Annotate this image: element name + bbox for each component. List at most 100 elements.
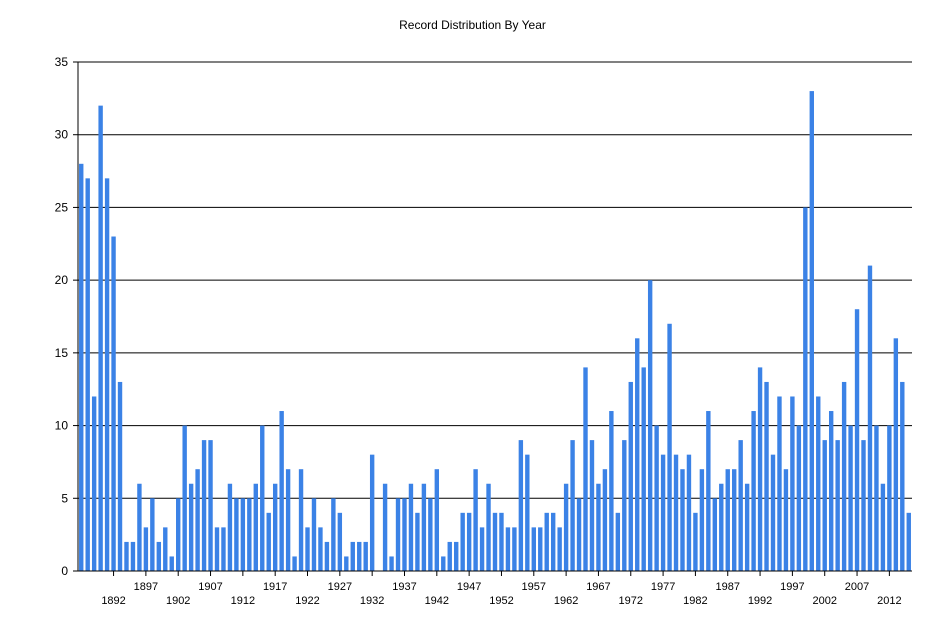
bar bbox=[260, 425, 265, 571]
bar bbox=[622, 440, 627, 571]
bar bbox=[150, 498, 155, 571]
bar bbox=[635, 338, 640, 571]
x-tick-label: 1957 bbox=[522, 581, 546, 593]
bar bbox=[609, 411, 614, 571]
bar bbox=[466, 512, 472, 571]
bar bbox=[693, 512, 698, 571]
bar bbox=[298, 469, 304, 571]
bar bbox=[770, 454, 776, 571]
bar bbox=[841, 381, 847, 571]
y-tick-label: 30 bbox=[55, 128, 69, 142]
bar bbox=[473, 469, 478, 571]
x-tick-label: 1907 bbox=[198, 581, 222, 593]
bar bbox=[285, 469, 291, 571]
chart-title: Record Distribution By Year bbox=[399, 18, 546, 32]
bar bbox=[861, 440, 866, 571]
bar bbox=[318, 527, 323, 571]
bar bbox=[279, 411, 284, 571]
x-tick-label: 1892 bbox=[101, 595, 125, 607]
bar bbox=[143, 527, 149, 571]
bar bbox=[163, 527, 168, 571]
bar bbox=[201, 440, 207, 571]
y-tick-label: 35 bbox=[55, 55, 69, 69]
y-tick-label: 5 bbox=[61, 491, 68, 505]
bar bbox=[492, 512, 498, 571]
bar bbox=[91, 396, 97, 571]
bar bbox=[176, 498, 181, 571]
bar bbox=[803, 207, 808, 571]
bar bbox=[240, 498, 246, 571]
bar bbox=[434, 469, 440, 571]
bar bbox=[809, 91, 814, 571]
bar bbox=[550, 512, 556, 571]
bar bbox=[234, 498, 239, 571]
bar bbox=[816, 396, 821, 571]
bar bbox=[712, 498, 718, 571]
x-tick-label: 1982 bbox=[683, 595, 707, 607]
bar bbox=[848, 425, 853, 571]
bar bbox=[531, 527, 536, 571]
bar bbox=[686, 454, 692, 571]
bar bbox=[589, 440, 595, 571]
bar bbox=[156, 541, 162, 571]
bar bbox=[673, 454, 679, 571]
bar bbox=[486, 483, 491, 571]
bar bbox=[227, 483, 233, 571]
bar bbox=[499, 512, 504, 571]
bar bbox=[893, 338, 899, 571]
bar bbox=[389, 556, 394, 571]
x-tick-label: 2007 bbox=[845, 581, 869, 593]
x-tick-label: 1977 bbox=[651, 581, 675, 593]
bar bbox=[188, 483, 194, 571]
bar bbox=[602, 469, 608, 571]
bar bbox=[764, 381, 769, 571]
bar bbox=[337, 512, 343, 571]
x-tick-label: 1927 bbox=[328, 581, 352, 593]
bar bbox=[706, 411, 711, 571]
bar bbox=[570, 440, 575, 571]
bar bbox=[725, 469, 730, 571]
bar bbox=[874, 425, 879, 571]
bar bbox=[253, 483, 258, 571]
bar bbox=[447, 541, 452, 571]
bar bbox=[324, 541, 330, 571]
bar bbox=[479, 527, 485, 571]
bar bbox=[790, 396, 795, 571]
x-tick-label: 1972 bbox=[619, 595, 643, 607]
bar bbox=[408, 483, 414, 571]
bar bbox=[628, 381, 633, 571]
bar bbox=[79, 163, 84, 572]
bar bbox=[344, 556, 349, 571]
bar bbox=[615, 512, 621, 571]
x-tick-label: 1947 bbox=[457, 581, 481, 593]
bar bbox=[350, 541, 355, 571]
bar bbox=[880, 483, 886, 571]
x-tick-label: 1917 bbox=[263, 581, 287, 593]
bar bbox=[331, 498, 336, 571]
bar bbox=[854, 309, 860, 571]
x-tick-label: 1952 bbox=[489, 595, 513, 607]
bar bbox=[699, 469, 705, 571]
bar bbox=[738, 440, 743, 571]
x-tick-label: 2012 bbox=[877, 595, 901, 607]
bar bbox=[751, 411, 756, 571]
bar bbox=[538, 527, 543, 571]
bar bbox=[887, 425, 892, 571]
bar bbox=[98, 105, 103, 571]
bar bbox=[796, 425, 802, 571]
x-tick-label: 1987 bbox=[716, 581, 740, 593]
bar bbox=[357, 541, 362, 571]
bar bbox=[247, 498, 252, 571]
bar bbox=[111, 236, 116, 571]
bar bbox=[369, 454, 375, 571]
bar bbox=[363, 541, 368, 571]
x-tick-label: 1967 bbox=[586, 581, 610, 593]
bar bbox=[557, 527, 562, 571]
bar bbox=[182, 425, 187, 571]
bar bbox=[512, 527, 517, 571]
bar bbox=[544, 512, 549, 571]
bar bbox=[104, 178, 110, 572]
x-tick-label: 1897 bbox=[134, 581, 158, 593]
bar bbox=[641, 367, 646, 571]
